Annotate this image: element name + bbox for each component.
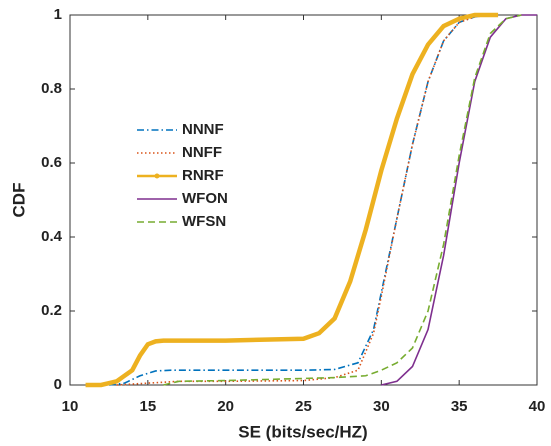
series-line: [108, 14, 491, 386]
legend-label: WFON: [182, 190, 228, 207]
legend-marker: [154, 173, 160, 179]
x-tick-label: 15: [139, 398, 156, 415]
x-tick-label: 35: [451, 398, 468, 415]
y-tick-label: 1: [54, 6, 62, 23]
y-tick-label: 0.2: [41, 302, 62, 319]
legend-label: NNNF: [182, 121, 224, 138]
y-tick-label: 0.6: [41, 154, 62, 171]
x-tick-label: 25: [295, 398, 312, 415]
x-tick-label: 30: [373, 398, 390, 415]
x-tick-label: 40: [529, 398, 546, 415]
legend-label: WFSN: [182, 213, 226, 230]
y-tick-label: 0: [54, 376, 62, 393]
series-line: [85, 12, 499, 388]
series-line: [163, 14, 522, 386]
x-tick-label: 20: [217, 398, 234, 415]
legend-label: RNRF: [182, 167, 224, 184]
x-tick-label: 10: [62, 398, 79, 415]
plot-frame: [69, 14, 538, 386]
y-tick-label: 0.8: [41, 80, 62, 97]
x-axis-label: SE (bits/sec/HZ): [238, 422, 367, 441]
y-axis-label: CDF: [9, 183, 28, 218]
legend-label: NNFF: [182, 144, 222, 161]
y-tick-label: 0.4: [41, 228, 63, 245]
